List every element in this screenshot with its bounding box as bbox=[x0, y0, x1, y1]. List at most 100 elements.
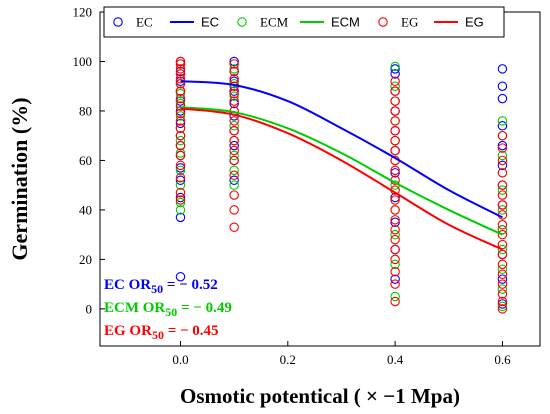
point-ec bbox=[390, 64, 400, 74]
legend-label-eg: EG bbox=[465, 15, 484, 30]
point-eg bbox=[229, 66, 239, 77]
point-ec bbox=[175, 192, 186, 203]
legend-label-ec: EC bbox=[201, 15, 219, 30]
fit-line-eg bbox=[180, 107, 503, 251]
point-ecm bbox=[229, 180, 239, 190]
y-tick-label: 60 bbox=[79, 153, 92, 168]
point-eg bbox=[390, 254, 400, 265]
point-eg bbox=[390, 86, 400, 96]
point-eg bbox=[390, 234, 400, 245]
legend-marker-ecm bbox=[237, 17, 247, 27]
point-ec bbox=[229, 56, 239, 67]
point-ecm bbox=[497, 264, 508, 275]
point-ecm bbox=[497, 150, 508, 161]
y-tick-label: 40 bbox=[79, 202, 92, 217]
y-tick-label: 120 bbox=[73, 5, 93, 20]
point-ecm bbox=[390, 291, 400, 302]
point-eg bbox=[175, 78, 186, 89]
point-eg bbox=[497, 155, 508, 166]
point-eg bbox=[497, 130, 508, 141]
legend-label-ecm: ECM bbox=[331, 15, 360, 30]
point-ecm bbox=[175, 148, 186, 158]
point-eg bbox=[175, 123, 186, 134]
point-eg bbox=[390, 279, 400, 289]
point-ecm bbox=[175, 180, 186, 190]
point-ecm bbox=[390, 259, 400, 270]
point-ec bbox=[497, 299, 508, 309]
legend-marker-ec bbox=[113, 17, 123, 27]
point-ec bbox=[497, 93, 508, 104]
point-eg bbox=[229, 155, 239, 166]
point-eg bbox=[497, 180, 508, 190]
point-ec bbox=[497, 140, 508, 151]
point-eg bbox=[175, 150, 186, 161]
point-ecm bbox=[390, 229, 400, 240]
legend-label-eg: EG bbox=[401, 15, 418, 30]
point-eg bbox=[229, 170, 239, 181]
y-axis-title: Germination (%) bbox=[7, 97, 32, 260]
point-eg bbox=[175, 74, 186, 84]
point-eg bbox=[175, 64, 186, 74]
x-tick-label: 0.0 bbox=[172, 352, 188, 367]
point-eg bbox=[497, 168, 508, 178]
legend-label-ecm: ECM bbox=[260, 15, 289, 30]
point-ec bbox=[175, 96, 186, 106]
point-ec bbox=[229, 86, 239, 96]
point-eg bbox=[229, 88, 239, 99]
point-eg bbox=[390, 244, 400, 255]
point-eg bbox=[390, 296, 400, 307]
point-ec bbox=[175, 66, 186, 77]
point-ecm bbox=[229, 150, 239, 161]
point-ec bbox=[497, 121, 508, 131]
point-eg bbox=[390, 205, 400, 215]
point-eg bbox=[229, 205, 239, 215]
point-ec bbox=[390, 274, 400, 284]
point-ec bbox=[175, 271, 186, 282]
point-ecm bbox=[390, 61, 400, 72]
point-ecm bbox=[175, 135, 186, 146]
x-tick-label: 0.2 bbox=[280, 352, 296, 367]
point-eg bbox=[390, 224, 400, 235]
point-ecm bbox=[229, 121, 239, 131]
annotation-ecm: ECM OR50 = − 0.49 bbox=[104, 300, 232, 319]
point-ecm bbox=[497, 244, 508, 255]
point-ecm bbox=[497, 116, 508, 126]
axis-ticks: 0.0 0.2 0.4 0.6 0 20 40 60 80 100 120 bbox=[73, 5, 512, 368]
legend: EC EC ECM ECM EG EG bbox=[103, 6, 505, 38]
point-ec bbox=[175, 175, 186, 185]
y-tick-label: 80 bbox=[79, 103, 92, 118]
point-eg bbox=[497, 229, 508, 240]
point-eg bbox=[229, 145, 239, 156]
point-eg bbox=[229, 126, 239, 136]
point-eg bbox=[390, 267, 400, 277]
point-ec bbox=[175, 118, 186, 129]
point-ecm bbox=[497, 284, 508, 294]
point-eg bbox=[497, 279, 508, 289]
point-ec bbox=[229, 98, 239, 109]
point-ecm bbox=[229, 64, 239, 74]
point-eg bbox=[175, 160, 186, 171]
point-ecm bbox=[497, 185, 508, 195]
point-ec bbox=[390, 69, 400, 79]
point-ec bbox=[497, 160, 508, 171]
point-ec bbox=[175, 212, 186, 223]
point-ec bbox=[497, 64, 508, 74]
point-eg bbox=[390, 165, 400, 176]
point-eg bbox=[497, 269, 508, 280]
point-eg bbox=[175, 116, 186, 126]
scatter-layer bbox=[175, 56, 508, 314]
point-ec bbox=[175, 106, 186, 116]
point-eg bbox=[175, 86, 186, 96]
point-eg bbox=[175, 140, 186, 151]
point-eg bbox=[175, 130, 186, 141]
point-eg bbox=[175, 195, 186, 205]
point-ecm bbox=[175, 165, 186, 176]
point-eg bbox=[390, 195, 400, 205]
point-eg bbox=[229, 222, 239, 232]
x-tick-label: 0.4 bbox=[387, 352, 404, 367]
point-ec bbox=[229, 175, 239, 185]
x-tick-label: 0.6 bbox=[494, 352, 511, 367]
point-ec bbox=[390, 168, 400, 178]
point-eg bbox=[390, 145, 400, 156]
